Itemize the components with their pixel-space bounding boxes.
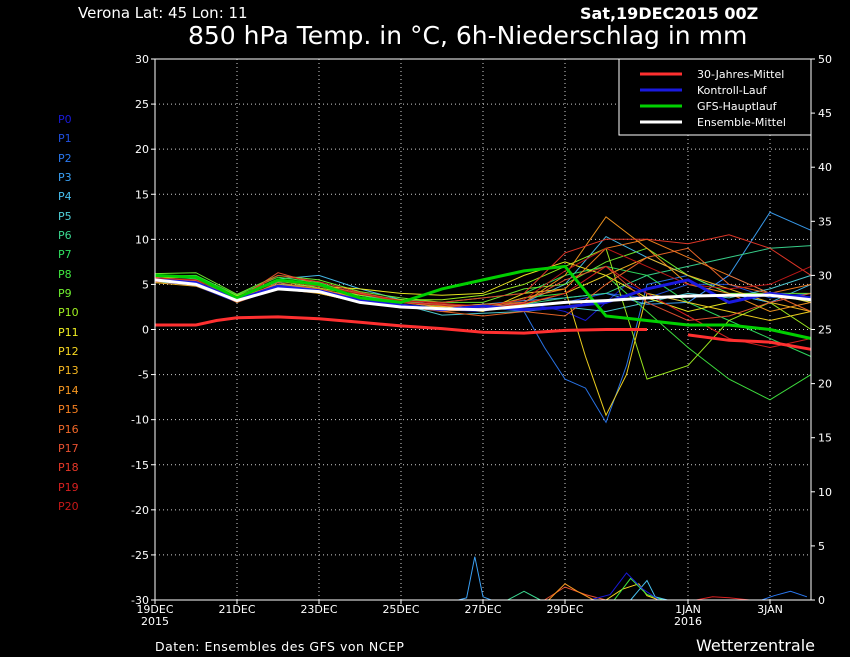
brand-label: Wetterzentrale <box>696 636 816 655</box>
x-tick-label: 1JAN <box>675 603 701 616</box>
y2-tick-label: 15 <box>818 432 832 445</box>
y-tick-label: 30 <box>135 53 149 66</box>
y2-tick-label: 35 <box>818 215 832 228</box>
x-tick-label: 23DEC <box>300 603 337 616</box>
chart-title: 850 hPa Temp. in °C, 6h-Niederschlag in … <box>188 21 748 50</box>
legend-label: Kontroll-Lauf <box>697 84 768 97</box>
member-label: P1 <box>58 132 72 146</box>
member-label: P11 <box>58 325 79 339</box>
precip-line <box>507 590 541 601</box>
y-tick-label: -25 <box>131 549 149 562</box>
chart-grid <box>155 59 811 600</box>
y2-tick-label: 10 <box>818 486 832 499</box>
member-list: P0 P1 P2 P3 P4 P5 P6 P7 P8 P9 P10 P11 P12 P13 P14 P15 P1… <box>58 110 79 516</box>
member-label: P9 <box>58 287 72 301</box>
y-tick-label: -15 <box>131 459 149 472</box>
member-label: P2 <box>58 151 72 165</box>
control-run-line <box>154 278 812 312</box>
y2-tick-label: 25 <box>818 324 832 337</box>
run-time-label: Sat,19DEC2015 00Z <box>580 4 759 23</box>
member-label: P7 <box>58 248 72 262</box>
precip-line <box>605 583 660 601</box>
y-tick-label: 25 <box>135 98 149 111</box>
y-tick-label: -5 <box>138 369 149 382</box>
climate-mean-line <box>687 333 812 351</box>
x-tick-label: 3JAN <box>757 603 783 616</box>
temperature-series <box>154 211 812 424</box>
member-label: P5 <box>58 209 72 223</box>
x-tick-year: 2016 <box>674 615 702 628</box>
left-axis: 30 25 20 15 10 5 0 -5 -10 -15 -20 -25 -30 <box>131 53 155 607</box>
y-tick-label: 15 <box>135 188 149 201</box>
precip-line <box>548 583 594 601</box>
member-label: P0 <box>58 113 72 126</box>
x-tick-label: 27DEC <box>464 603 501 616</box>
y2-tick-label: 20 <box>818 378 832 391</box>
member-label: P15 <box>58 403 79 417</box>
member-label: P16 <box>58 422 79 436</box>
y-tick-label: -30 <box>131 594 149 607</box>
x-tick-label: 29DEC <box>546 603 583 616</box>
y-tick-label: 0 <box>142 324 149 337</box>
member-label: P4 <box>58 190 72 204</box>
member-label: P8 <box>58 267 72 281</box>
data-source-label: Daten: Ensembles des GFS von NCEP <box>155 639 405 654</box>
y2-tick-label: 30 <box>818 269 832 282</box>
member-line <box>154 234 812 303</box>
precip-line <box>696 596 750 601</box>
y-tick-label: 10 <box>135 233 149 246</box>
precip-line <box>761 590 808 601</box>
member-line <box>154 247 812 317</box>
legend: 30-Jahres-Mittel Kontroll-Lauf GFS-Hauptla… <box>618 58 812 136</box>
y2-tick-label: 45 <box>818 107 832 120</box>
precip-line <box>589 572 660 601</box>
member-label: P3 <box>58 171 72 185</box>
y-tick-label: -10 <box>131 414 149 427</box>
y-tick-label: 5 <box>142 278 149 291</box>
x-tick-year: 2015 <box>141 615 169 628</box>
member-label: P19 <box>58 480 79 494</box>
member-label: P13 <box>58 364 79 378</box>
member-label: P14 <box>58 383 79 397</box>
climate-mean-line <box>155 315 647 335</box>
legend-label: 30-Jahres-Mittel <box>697 68 784 81</box>
precip-line <box>630 579 668 601</box>
y-tick-label: 20 <box>135 143 149 156</box>
y2-tick-label: 5 <box>818 540 825 553</box>
x-axis: 19DEC2015 21DEC 23DEC 25DEC 27DEC 29DEC 1JAN20… <box>136 600 783 628</box>
y-tick-label: -20 <box>131 504 149 517</box>
member-label: P20 <box>58 499 79 513</box>
x-tick-label: 19DEC <box>136 603 173 616</box>
x-tick-label: 25DEC <box>382 603 419 616</box>
ensemble-mean-line <box>154 278 812 312</box>
gfs-main-line <box>154 264 812 340</box>
precip-line <box>458 556 504 601</box>
member-label: P10 <box>58 306 79 320</box>
legend-label: Ensemble-Mittel <box>697 116 786 129</box>
precipitation-series <box>458 556 808 601</box>
y2-tick-label: 0 <box>818 594 825 607</box>
y2-tick-label: 40 <box>818 161 832 174</box>
member-label: P12 <box>58 345 79 359</box>
legend-label: GFS-Hauptlauf <box>697 100 778 113</box>
member-label: P18 <box>58 461 79 475</box>
y2-tick-label: 50 <box>818 53 832 66</box>
member-label: P17 <box>58 441 79 455</box>
location-label: Verona Lat: 45 Lon: 11 <box>78 4 248 22</box>
member-label: P6 <box>58 229 72 243</box>
x-tick-label: 21DEC <box>218 603 255 616</box>
